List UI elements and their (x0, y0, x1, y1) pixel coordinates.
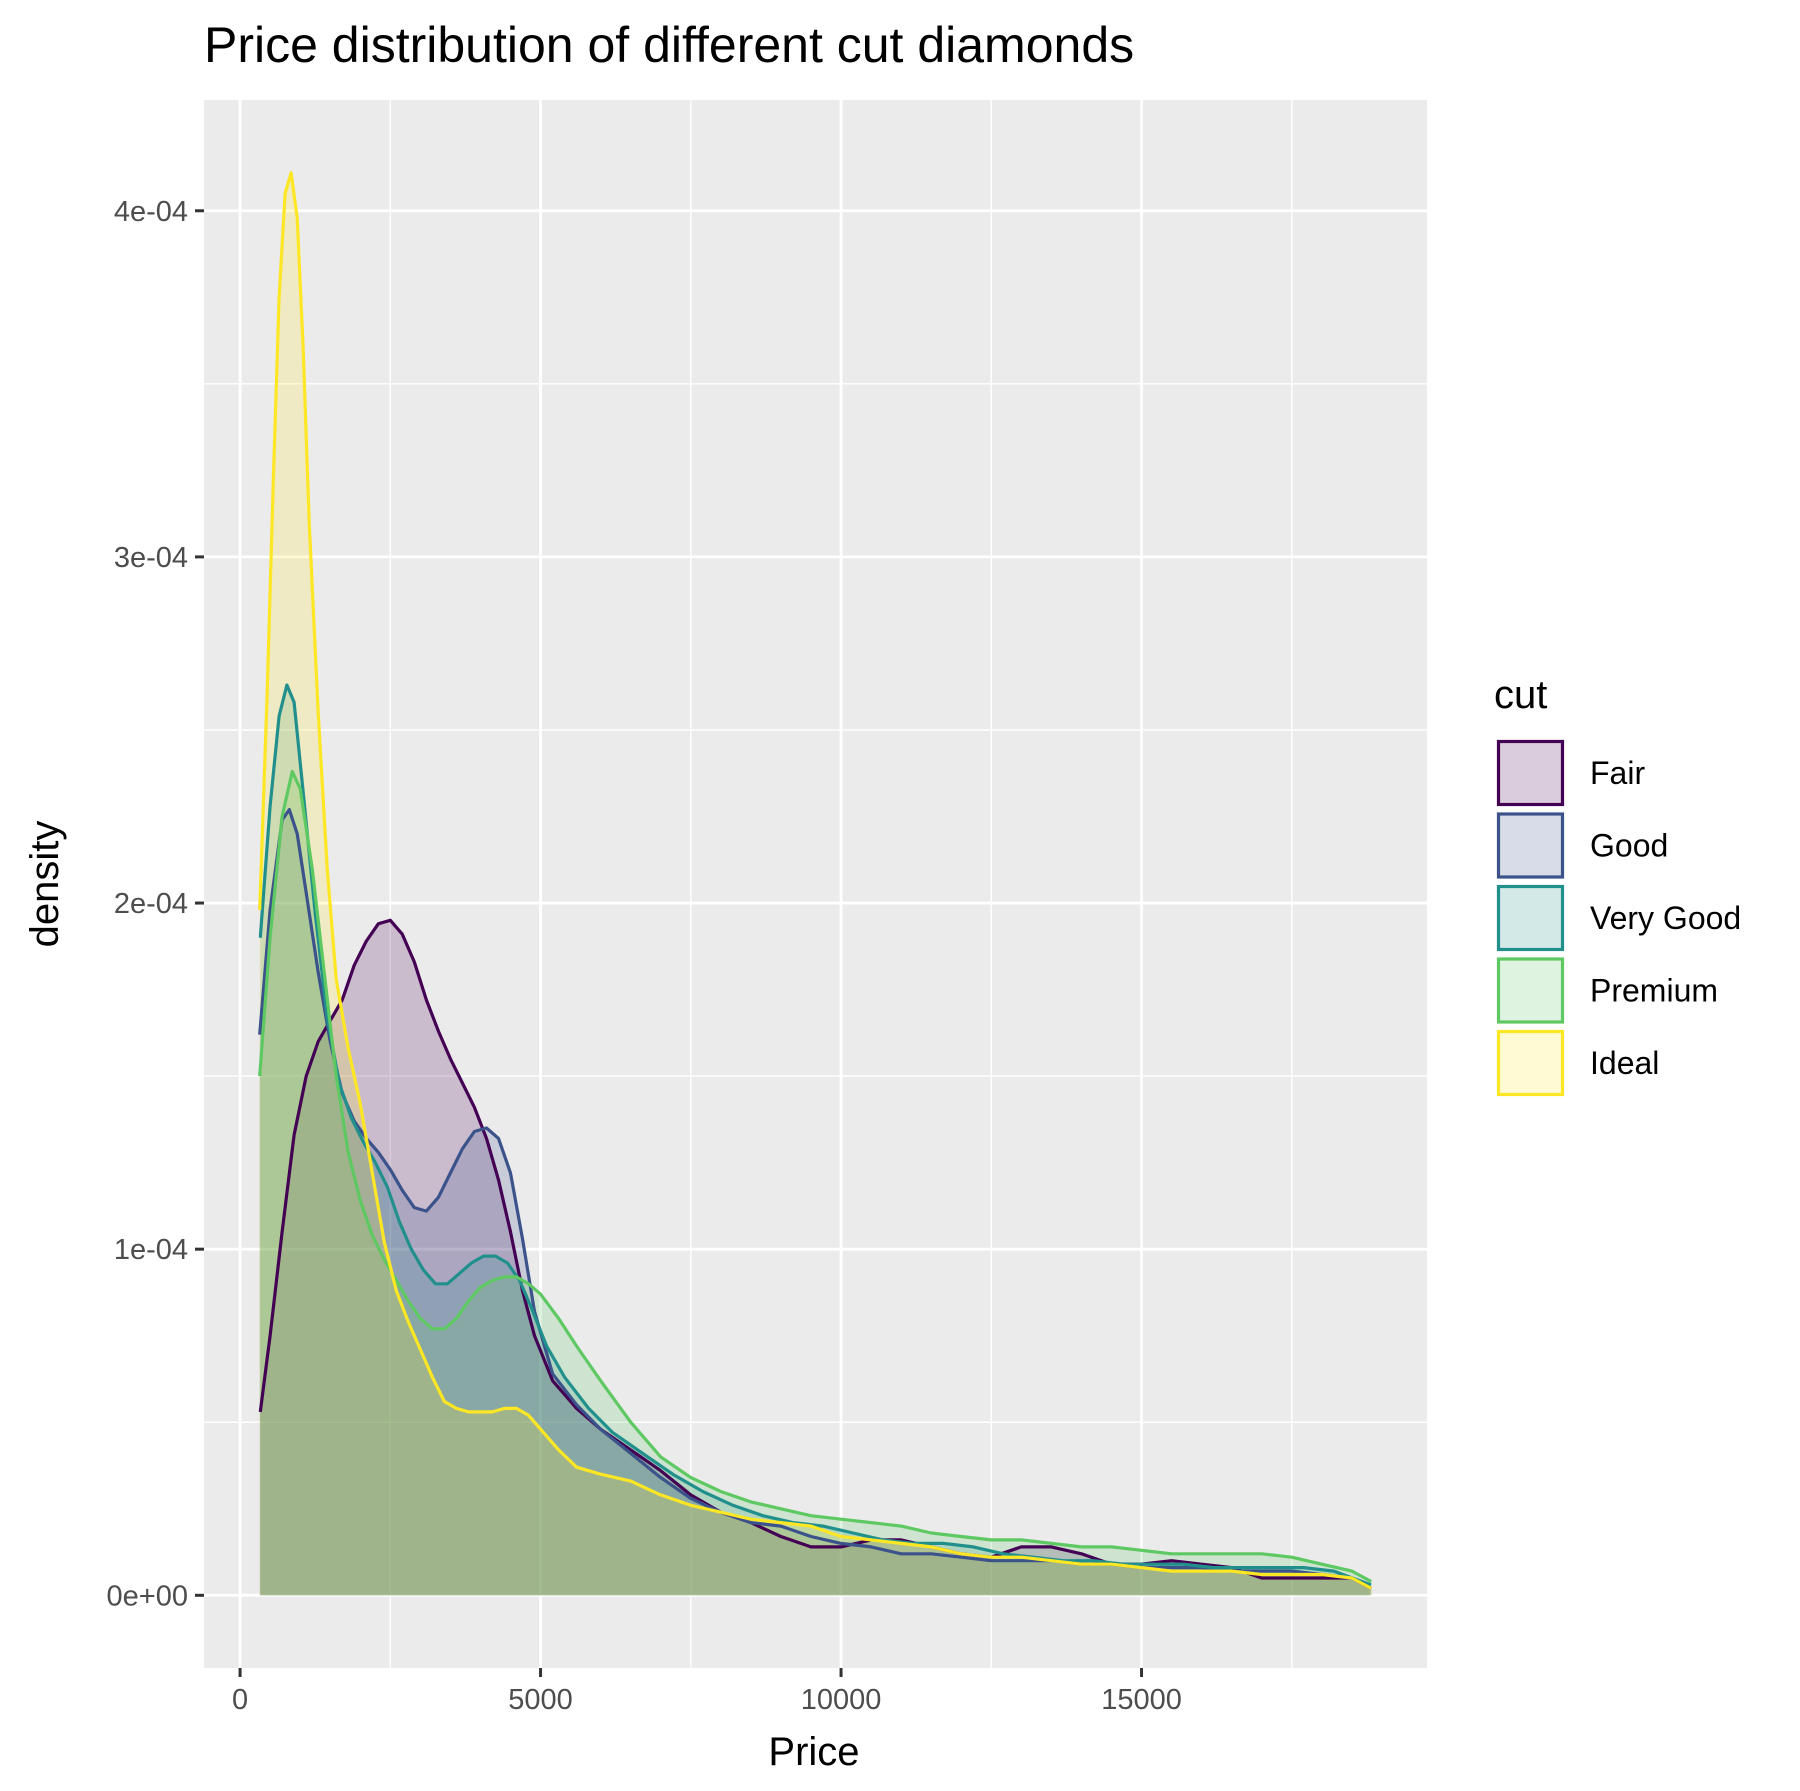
legend-swatch (1496, 957, 1565, 1024)
legend-key-background (1497, 957, 1564, 1024)
chart-title: Price distribution of different cut diam… (204, 17, 1134, 73)
y-tick-label: 3e-04 (114, 542, 188, 574)
legend-label: Good (1590, 828, 1668, 864)
legend-item: Good (1496, 812, 1668, 879)
x-axis-title: Price (768, 1730, 859, 1774)
x-tick-label: 0 (232, 1684, 248, 1716)
legend-item: Fair (1496, 739, 1645, 807)
x-axis: 0 5000 10000 15000 (232, 1668, 1182, 1716)
y-tick-label: 0e+00 (107, 1580, 188, 1612)
plot-panel (204, 100, 1427, 1668)
x-tick-label: 10000 (801, 1684, 882, 1716)
series-lines (258, 171, 1373, 1590)
legend-swatch (1496, 1029, 1565, 1097)
major-gridlines (204, 100, 1427, 1668)
y-axis-title: density (23, 821, 67, 948)
legend-label: Very Good (1590, 900, 1741, 936)
density-area-premium (259, 771, 1372, 1596)
legend-key-background (1497, 740, 1564, 806)
legend-item: Ideal (1496, 1029, 1659, 1097)
x-tick-label: 15000 (1101, 1684, 1182, 1716)
legend-label: Ideal (1590, 1045, 1659, 1081)
density-area-ideal (259, 172, 1372, 1596)
minor-gridlines (204, 100, 1427, 1668)
legend-swatch (1496, 739, 1565, 807)
y-tick-label: 1e-04 (114, 1234, 188, 1266)
legend-swatch (1496, 884, 1565, 952)
legend: cut Fair Good Very Good Premium Ideal (1494, 673, 1741, 1097)
density-area-good (259, 809, 1370, 1596)
x-tick-label: 5000 (508, 1684, 573, 1716)
legend-key-background (1497, 1030, 1564, 1096)
legend-label: Premium (1590, 973, 1718, 1009)
density-area-very-good (260, 685, 1371, 1596)
y-axis: 0e+00 1e-04 2e-04 3e-04 4e-04 (107, 196, 204, 1612)
legend-key-background (1497, 812, 1564, 879)
legend-item: Very Good (1496, 884, 1741, 952)
y-tick-label: 4e-04 (114, 196, 188, 228)
legend-item: Premium (1496, 957, 1718, 1024)
legend-key-background (1497, 885, 1564, 951)
y-tick-label: 2e-04 (114, 888, 188, 920)
legend-swatch (1496, 812, 1565, 879)
density-line-premium (258, 769, 1373, 1583)
density-series (258, 171, 1373, 1596)
density-line-ideal (258, 171, 1373, 1590)
legend-items: Fair Good Very Good Premium Ideal (1496, 739, 1741, 1097)
legend-label: Fair (1590, 755, 1645, 791)
density-line-very-good (258, 683, 1372, 1587)
legend-title: cut (1494, 673, 1547, 717)
